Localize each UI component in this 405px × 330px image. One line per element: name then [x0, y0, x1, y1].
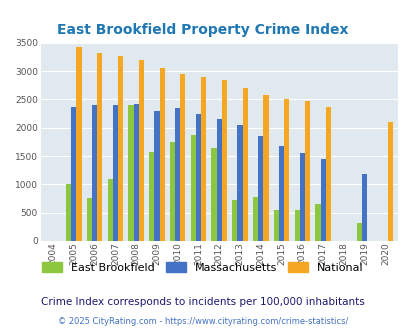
Bar [273, 210, 278, 241]
Bar [211, 148, 216, 241]
Text: East Brookfield Property Crime Index: East Brookfield Property Crime Index [57, 23, 348, 37]
Bar [325, 107, 330, 241]
Bar [92, 105, 97, 241]
Bar [232, 200, 237, 241]
Bar [304, 101, 309, 241]
Bar [294, 210, 299, 241]
Bar [133, 104, 139, 241]
Bar [200, 77, 206, 241]
Bar [320, 159, 325, 241]
Bar [107, 179, 113, 241]
Bar [190, 135, 195, 241]
Bar [66, 184, 71, 241]
Bar [169, 142, 175, 241]
Bar [237, 125, 242, 241]
Bar [97, 53, 102, 241]
Bar [87, 198, 92, 241]
Bar [149, 152, 154, 241]
Bar [356, 222, 361, 241]
Bar [284, 99, 289, 241]
Bar [175, 108, 180, 241]
Bar [195, 114, 200, 241]
Bar [180, 74, 185, 241]
Bar [299, 153, 304, 241]
Legend: East Brookfield, Massachusetts, National: East Brookfield, Massachusetts, National [42, 262, 363, 273]
Bar [221, 80, 226, 241]
Bar [154, 111, 159, 241]
Bar [118, 56, 123, 241]
Bar [278, 146, 284, 241]
Bar [71, 107, 76, 241]
Text: Crime Index corresponds to incidents per 100,000 inhabitants: Crime Index corresponds to incidents per… [41, 297, 364, 307]
Bar [252, 197, 258, 241]
Bar [128, 105, 133, 241]
Bar [361, 175, 367, 241]
Bar [315, 204, 320, 241]
Bar [387, 122, 392, 241]
Bar [216, 119, 221, 241]
Bar [139, 60, 144, 241]
Bar [263, 95, 268, 241]
Bar [159, 68, 164, 241]
Text: © 2025 CityRating.com - https://www.cityrating.com/crime-statistics/: © 2025 CityRating.com - https://www.city… [58, 317, 347, 326]
Bar [76, 47, 81, 241]
Bar [258, 136, 263, 241]
Bar [113, 105, 118, 241]
Bar [242, 88, 247, 241]
